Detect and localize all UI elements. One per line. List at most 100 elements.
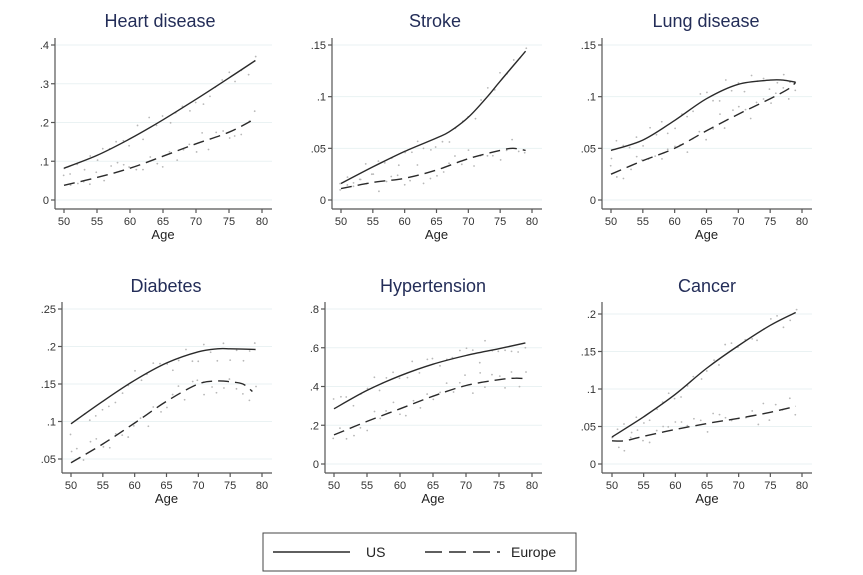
data-point <box>674 145 676 148</box>
y-tick-label: .6 <box>310 343 319 355</box>
data-point <box>622 177 625 180</box>
data-point <box>486 86 489 89</box>
data-point <box>403 183 406 186</box>
data-point <box>751 410 754 412</box>
data-point <box>185 348 187 351</box>
data-point <box>359 426 362 429</box>
data-point <box>491 373 493 376</box>
data-point <box>630 168 632 171</box>
data-point <box>749 117 752 120</box>
data-point <box>229 359 232 362</box>
data-point <box>473 165 475 167</box>
y-tick-label: .15 <box>581 347 596 359</box>
data-point <box>366 429 369 432</box>
data-point <box>379 417 382 420</box>
data-point <box>635 155 638 158</box>
data-point <box>471 392 474 395</box>
x-tick-label: 50 <box>58 216 70 228</box>
data-point <box>101 147 104 150</box>
x-tick-label: 55 <box>361 480 373 492</box>
data-point <box>655 133 658 136</box>
data-point <box>442 171 445 173</box>
data-point <box>233 135 236 137</box>
data-point <box>140 379 143 382</box>
data-point <box>706 431 709 433</box>
data-point <box>648 419 651 422</box>
data-point <box>730 89 733 92</box>
data-point <box>89 155 92 157</box>
data-point <box>429 148 432 151</box>
series-line-europe <box>333 377 526 436</box>
data-point <box>345 437 348 440</box>
x-axis-title: Age <box>695 227 718 242</box>
data-point <box>448 141 451 143</box>
panel-title: Stroke <box>409 11 461 31</box>
data-point <box>370 173 373 176</box>
x-tick-label: 80 <box>526 216 538 228</box>
data-point <box>478 361 481 364</box>
data-point <box>83 168 86 171</box>
data-point <box>484 386 486 389</box>
x-tick-label: 75 <box>494 216 506 228</box>
x-tick-label: 50 <box>335 216 347 228</box>
data-point <box>101 408 104 411</box>
data-point <box>156 162 159 165</box>
data-point <box>510 371 513 373</box>
data-point <box>114 401 117 404</box>
data-point <box>774 403 777 406</box>
y-tick-label: .05 <box>581 422 596 434</box>
panel-title: Cancer <box>678 276 736 296</box>
data-point <box>642 439 644 442</box>
data-point <box>505 149 508 152</box>
data-point <box>412 399 415 402</box>
data-point <box>789 319 792 322</box>
data-point <box>699 93 702 95</box>
y-tick-label: 0 <box>43 195 49 207</box>
y-tick-label: .15 <box>41 379 56 391</box>
data-point <box>674 127 677 130</box>
data-point <box>62 174 65 177</box>
data-point <box>253 342 256 344</box>
data-point <box>517 351 520 353</box>
data-point <box>366 387 369 390</box>
data-point <box>139 417 142 420</box>
data-point <box>122 139 125 142</box>
data-point <box>142 168 144 171</box>
data-point <box>248 399 251 402</box>
data-point <box>409 179 411 182</box>
data-point <box>660 120 663 123</box>
data-point <box>464 374 466 377</box>
data-point <box>110 165 113 167</box>
data-point <box>116 161 119 164</box>
data-point <box>713 359 715 362</box>
data-point <box>410 151 413 154</box>
x-axis-title: Age <box>155 491 178 506</box>
data-point <box>510 350 513 353</box>
data-point <box>787 98 790 100</box>
y-tick-label: .2 <box>310 420 319 432</box>
data-point <box>161 166 164 168</box>
data-point <box>724 416 727 419</box>
data-point <box>399 413 401 416</box>
data-point <box>499 159 502 161</box>
y-tick-label: .8 <box>310 304 319 316</box>
x-axis-title: Age <box>425 227 448 242</box>
x-tick-label: 70 <box>462 216 474 228</box>
data-point <box>195 151 198 153</box>
panel-hypertension: Hypertension 0 .2 .4 .6 .8 50 55 60 65 70 75 80 Age <box>310 276 542 506</box>
panel-diabetes: Diabetes .05 .1 .15 .2 .25 50 55 60 65 70 75 80 Age <box>41 276 272 506</box>
data-point <box>471 349 474 351</box>
y-tick-label: .4 <box>40 40 49 52</box>
data-point <box>222 342 225 345</box>
data-point <box>794 89 797 92</box>
data-point <box>452 391 455 393</box>
data-point <box>655 429 658 432</box>
data-point <box>756 339 758 342</box>
y-tick-label: .15 <box>311 40 326 52</box>
data-point <box>686 424 689 427</box>
data-point <box>121 392 124 395</box>
data-point <box>436 174 438 177</box>
data-point <box>732 109 734 112</box>
data-point <box>615 176 618 178</box>
data-point <box>439 391 442 394</box>
